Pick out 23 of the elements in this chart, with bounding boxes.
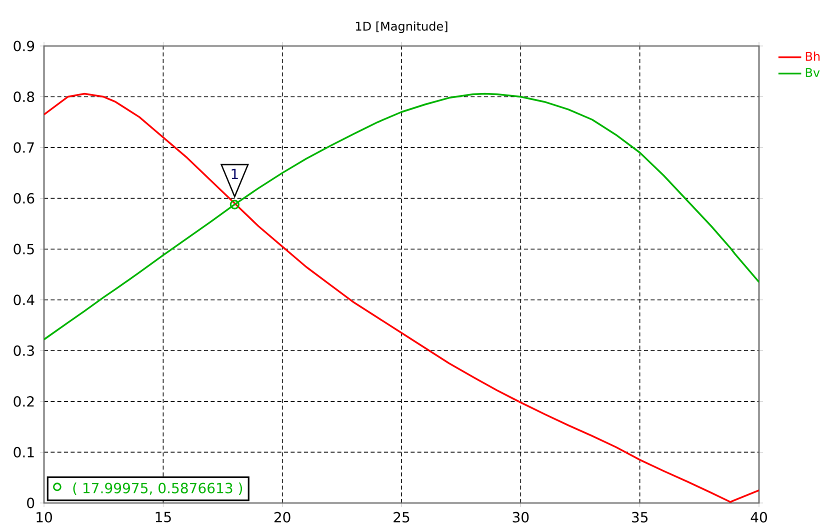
x-tick-label: 25 [394, 512, 410, 522]
x-tick-label: 20 [274, 512, 290, 522]
y-tick-label: 0.8 [14, 91, 34, 102]
x-tick-label: 15 [156, 512, 171, 522]
x-tick-label: 40 [750, 512, 767, 522]
x-tick-label: 10 [36, 512, 52, 522]
y-tick-label: 0 [27, 498, 34, 508]
y-tick-label: 0.2 [14, 396, 34, 407]
annotation: ( 17.99975, 0.5876613 ) [73, 482, 242, 496]
legend-label: Bh [806, 52, 820, 61]
chart-title: 1D [Magnitude] [356, 21, 448, 34]
y-tick-label: 0.6 [14, 193, 34, 204]
y-tick-label: 0.7 [14, 142, 34, 153]
legend-label: Bv [806, 68, 820, 77]
x-tick-label: 35 [632, 512, 648, 522]
line-series [44, 92, 759, 340]
y-tick-label: 0.5 [14, 244, 34, 254]
y-tick-label: 0.4 [14, 294, 34, 306]
y-tick-label: 0.9 [14, 40, 34, 52]
annotation: 1 [232, 168, 238, 180]
x-tick-label: 30 [512, 512, 529, 522]
y-tick-label: 0.3 [14, 345, 34, 356]
y-tick-label: 0.1 [14, 446, 34, 458]
